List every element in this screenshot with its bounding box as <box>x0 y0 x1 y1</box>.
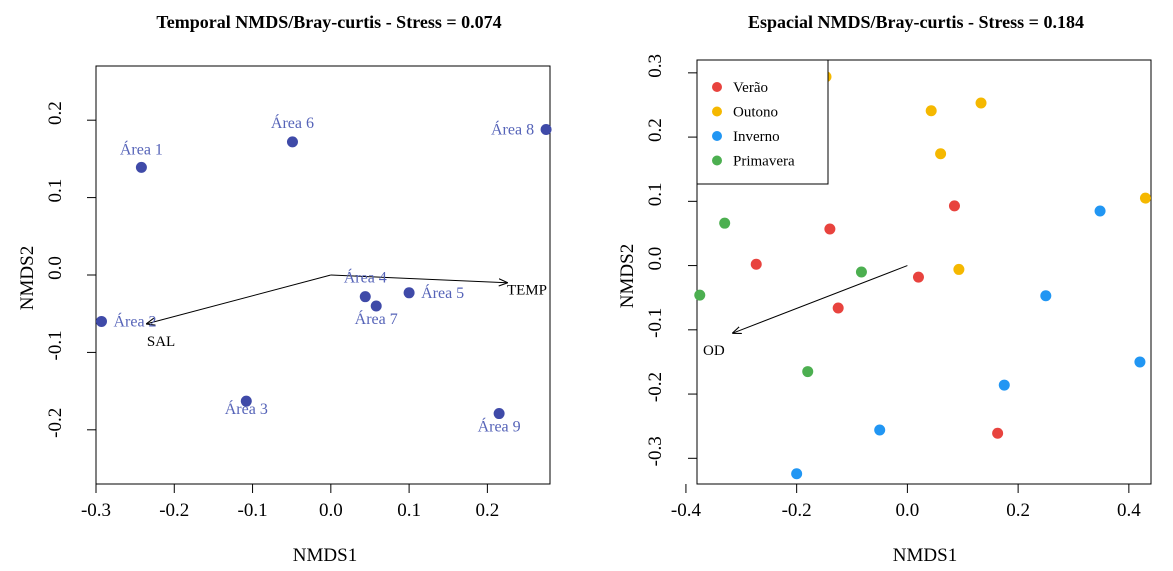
data-point <box>135 161 147 173</box>
y-tick-label: -0.3 <box>645 436 666 466</box>
y-tick-label: 0.1 <box>45 179 66 203</box>
point-label: Área 1 <box>120 139 163 158</box>
x-axis-title: NMDS1 <box>293 545 357 566</box>
data-point <box>832 302 844 314</box>
data-point <box>953 263 965 275</box>
x-tick-label: 0.0 <box>319 500 343 521</box>
plot-frame <box>696 59 1152 485</box>
data-point <box>998 379 1010 391</box>
point-label: Área 7 <box>355 309 398 328</box>
env-vector-arrow <box>733 265 908 333</box>
y-tick-label: 0.1 <box>645 182 666 206</box>
x-tick-label: 0.2 <box>476 500 500 521</box>
data-point <box>95 315 107 327</box>
x-tick-label: 0.4 <box>1117 500 1141 521</box>
legend-label: Inverno <box>733 129 780 145</box>
y-tick-label: 0.0 <box>645 247 666 271</box>
y-tick-label: -0.2 <box>45 408 66 438</box>
legend-marker <box>712 106 722 117</box>
x-tick-label: -0.4 <box>671 500 702 521</box>
legend: Verão Outono Inverno Primavera <box>696 59 829 185</box>
x-tick-label: -0.3 <box>81 500 111 521</box>
point-label: Área 9 <box>478 417 521 436</box>
y-tick-label: 0.2 <box>45 101 66 125</box>
legend-marker <box>712 155 722 166</box>
env-vector-label: TEMP <box>507 283 547 299</box>
chart-title: Espacial NMDS/Bray-curtis - Stress = 0.1… <box>748 12 1084 32</box>
y-axis-title: NMDS2 <box>17 246 38 310</box>
point-label: Área 8 <box>491 119 534 138</box>
data-point <box>1139 192 1151 204</box>
data-point <box>1134 356 1146 368</box>
data-point <box>370 300 382 312</box>
data-point <box>791 468 803 480</box>
point-label: Área 5 <box>421 283 464 302</box>
y-tick-label: 0.2 <box>645 118 666 142</box>
x-tick-label: -0.2 <box>782 500 812 521</box>
env-vector-arrow <box>147 274 331 324</box>
y-axis-title: NMDS2 <box>617 244 638 308</box>
data-point <box>750 258 762 270</box>
legend-label: Verão <box>733 80 768 96</box>
y-tick-label: -0.2 <box>645 372 666 402</box>
env-vector-label: OD <box>703 343 725 359</box>
data-point <box>925 105 937 117</box>
point-label: Área 2 <box>113 311 156 330</box>
y-tick-label: 0.3 <box>645 54 666 78</box>
data-point <box>719 217 731 229</box>
x-tick-label: -0.2 <box>159 500 189 521</box>
legend-label: Outono <box>733 105 778 121</box>
legend-marker <box>712 131 722 141</box>
y-tick-label: -0.1 <box>45 330 66 360</box>
data-point <box>912 271 924 283</box>
data-point <box>694 289 706 301</box>
data-point <box>359 291 371 303</box>
y-tick-label: 0.0 <box>45 256 66 280</box>
data-point <box>286 136 298 148</box>
x-tick-label: -0.1 <box>238 500 268 521</box>
x-tick-label: 0.0 <box>896 500 920 521</box>
temporal-nmds-panel: Temporal NMDS/Bray-curtis - Stress = 0.0… <box>17 12 552 566</box>
point-label: Área 6 <box>271 113 314 132</box>
point-label: Área 3 <box>225 399 268 418</box>
point-label: Área 4 <box>344 268 387 287</box>
data-point <box>403 287 415 299</box>
data-point <box>1094 205 1106 217</box>
data-point <box>1040 290 1052 302</box>
espacial-nmds-panel: Espacial NMDS/Bray-curtis - Stress = 0.1… <box>617 12 1152 566</box>
x-tick-label: 0.1 <box>397 500 421 521</box>
legend-marker <box>712 82 722 92</box>
data-point <box>992 427 1004 439</box>
data-point <box>824 223 836 235</box>
data-point <box>540 123 552 135</box>
data-point <box>874 424 886 436</box>
data-point <box>935 148 947 160</box>
env-vector-label: SAL <box>147 334 175 350</box>
data-point <box>975 97 987 109</box>
legend-label: Primavera <box>733 154 795 170</box>
data-point <box>493 408 505 420</box>
data-point <box>802 366 814 378</box>
y-tick-label: -0.1 <box>645 308 666 338</box>
data-point <box>240 395 252 407</box>
x-axis-title: NMDS1 <box>893 545 957 566</box>
env-vector-arrow <box>330 274 507 283</box>
data-point <box>948 200 960 212</box>
data-point <box>855 266 867 278</box>
chart-title: Temporal NMDS/Bray-curtis - Stress = 0.0… <box>156 12 501 32</box>
x-tick-label: 0.2 <box>1006 500 1030 521</box>
